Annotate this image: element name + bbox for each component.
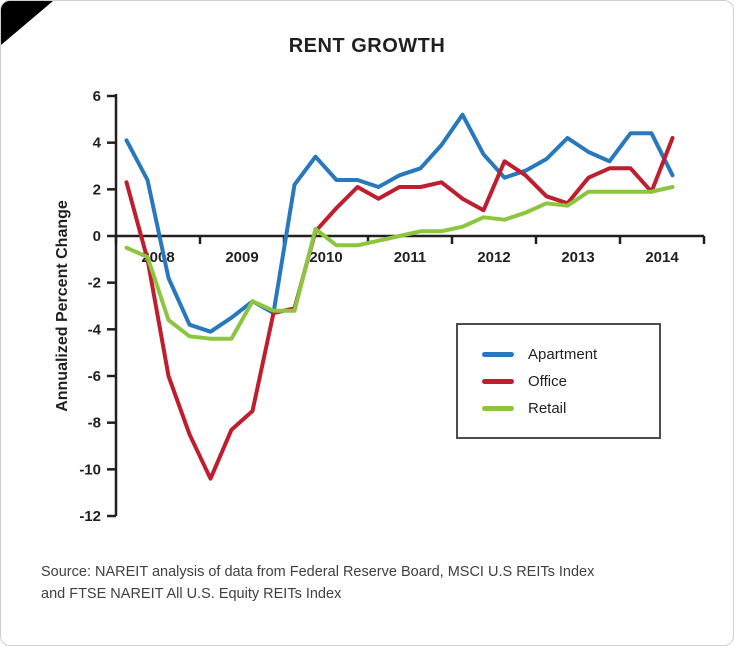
- legend-label-office: Office: [528, 372, 567, 390]
- y-tick-label: -8: [88, 415, 101, 432]
- legend-label-apartment: Apartment: [528, 345, 598, 363]
- y-tick-label: 2: [93, 181, 101, 198]
- x-tick-label: 2012: [477, 249, 510, 266]
- y-tick-label: 0: [93, 228, 101, 245]
- legend-item-office: Office: [482, 369, 659, 393]
- y-tick-label: -2: [88, 275, 101, 292]
- source-text: Source: NAREIT analysis of data from Fed…: [41, 561, 594, 606]
- x-tick-label: 2011: [394, 249, 427, 266]
- y-tick-label: -12: [79, 508, 101, 525]
- legend: Apartment Office Retail: [456, 323, 661, 439]
- x-tick-label: 2013: [561, 249, 594, 266]
- source-line-2: and FTSE NAREIT All U.S. Equity REITs In…: [41, 586, 342, 603]
- x-tick-label: 2009: [225, 249, 258, 266]
- legend-item-retail: Retail: [482, 396, 659, 420]
- series-apartment: [124, 112, 675, 334]
- legend-label-retail: Retail: [528, 399, 567, 417]
- legend-swatch-apartment: [482, 351, 514, 357]
- x-tick-label: 2014: [645, 249, 679, 266]
- series-retail: [124, 185, 675, 341]
- y-tick-label: -4: [88, 321, 102, 338]
- legend-swatch-office: [482, 378, 514, 384]
- y-tick-label: -10: [79, 461, 101, 478]
- legend-swatch-retail: [482, 405, 514, 411]
- series-office: [124, 136, 675, 481]
- y-tick-label: 4: [93, 135, 102, 152]
- y-tick-label: 6: [93, 88, 101, 105]
- legend-item-apartment: Apartment: [482, 342, 659, 366]
- x-tick-label: 2010: [309, 249, 342, 266]
- source-line-1: Source: NAREIT analysis of data from Fed…: [41, 564, 595, 580]
- chart-title: RENT GROWTH: [288, 35, 446, 57]
- y-tick-label: -6: [88, 368, 101, 385]
